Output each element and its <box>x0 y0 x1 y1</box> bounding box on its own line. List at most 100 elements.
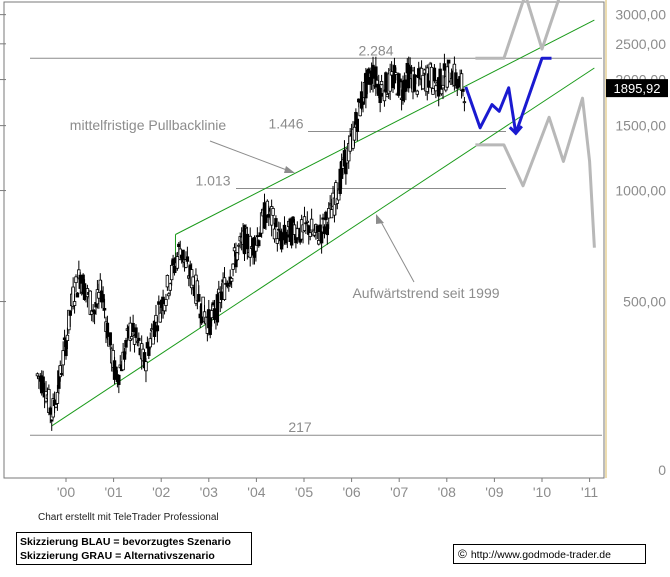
candle-body <box>275 238 280 244</box>
price-candles <box>35 53 467 431</box>
candle-body <box>101 294 105 303</box>
y-tick-label: 3000,00 <box>615 7 666 23</box>
y-tick-label: 2500,00 <box>615 36 666 52</box>
candle-body <box>92 310 97 315</box>
candle-body <box>185 256 190 262</box>
candle-body <box>357 98 361 103</box>
candle-body <box>245 233 250 250</box>
level-label: 2.284 <box>358 42 393 58</box>
candle-body <box>359 91 364 109</box>
candle-body <box>191 276 195 286</box>
candle-body <box>447 59 451 64</box>
candle-body <box>61 350 65 366</box>
scenario-blue <box>464 56 552 135</box>
candle-body <box>55 391 60 404</box>
candle-body <box>289 222 294 246</box>
candle-body <box>379 80 384 85</box>
candle-body <box>408 66 412 75</box>
plot-frame <box>3 0 607 479</box>
candle-body <box>48 407 52 415</box>
candle-body <box>68 310 72 316</box>
candle-body <box>272 228 277 240</box>
level-label: 217 <box>288 419 312 435</box>
candle-body <box>222 277 227 300</box>
annotation-pointer-head <box>284 166 295 173</box>
candle-body <box>97 291 101 299</box>
candle-body <box>65 334 70 341</box>
candle-body <box>327 208 331 219</box>
candle-body <box>102 307 107 311</box>
candle-body <box>131 322 135 333</box>
level-lines: 2.284 1.446 1.013 217 <box>0 14 602 436</box>
candle-body <box>417 68 421 79</box>
candle-body <box>429 66 434 89</box>
x-tick-label: '04 <box>247 484 265 500</box>
annotation-pointer <box>379 219 415 283</box>
y-tick-label: 0 <box>658 462 666 478</box>
candle-body <box>352 126 357 141</box>
candle-body <box>439 88 444 95</box>
x-tick-label: '10 <box>533 484 551 500</box>
candle-body <box>398 78 402 83</box>
current-price-label: 1895,92 <box>614 81 661 96</box>
annotations: mittelfristige Pullbacklinie Aufwärtstren… <box>70 117 500 301</box>
chart-credit: Chart erstellt mit TeleTrader Profession… <box>38 512 219 523</box>
candle-body <box>389 71 394 76</box>
source-url-box[interactable]: © http://www.godmode-trader.de <box>453 544 646 564</box>
candle-body <box>375 79 380 85</box>
annotation-pointer <box>209 140 293 173</box>
candle-body <box>74 276 78 284</box>
candle-body <box>172 265 177 274</box>
candle-body <box>242 225 247 255</box>
candle-body <box>158 312 162 323</box>
candle-body <box>422 69 427 74</box>
candle-body <box>461 88 465 92</box>
candle-body <box>227 285 231 288</box>
legend-grey-scenario: Skizzierung GRAU = Alternativszenario <box>20 550 215 562</box>
candle-body <box>122 351 127 360</box>
candle-body <box>462 101 467 104</box>
x-tick-label: '02 <box>152 484 170 500</box>
candle-body <box>64 339 68 357</box>
annotation-uptrend: Aufwärtstrend seit 1999 <box>352 285 499 301</box>
candle-body <box>322 226 327 234</box>
candle-body <box>165 275 170 288</box>
candle-body <box>445 66 449 88</box>
candle-body <box>137 337 141 341</box>
candle-body <box>117 374 121 385</box>
candle-body <box>421 74 425 90</box>
candle-body <box>279 237 284 250</box>
scenario-legend: Skizzierung BLAU = bevorzugtes Szenario … <box>16 532 252 565</box>
candle-body <box>168 283 172 291</box>
candle-body <box>325 224 330 236</box>
candle-body <box>431 88 435 95</box>
candle-body <box>148 338 152 348</box>
candle-body <box>459 73 464 91</box>
candle-body <box>315 225 320 233</box>
candle-body <box>404 79 408 92</box>
candle-body <box>318 224 322 233</box>
candle-body <box>291 216 295 223</box>
candle-body <box>277 228 281 231</box>
candle-body <box>319 231 324 244</box>
candle-body <box>317 240 321 245</box>
source-url[interactable]: http://www.godmode-trader.de <box>470 549 611 561</box>
candle-body <box>378 87 382 103</box>
candle-body <box>175 256 180 269</box>
candle-body <box>169 264 174 281</box>
candle-body <box>167 293 171 297</box>
candle-body <box>75 292 80 298</box>
x-tick-label: '06 <box>342 484 360 500</box>
candle-body <box>328 203 332 206</box>
candle-body <box>171 258 175 266</box>
candle-body <box>108 332 112 346</box>
candle-body <box>164 298 168 306</box>
candle-body <box>229 278 234 282</box>
x-tick-label: '00 <box>57 484 75 500</box>
y-tick-label: 500,00 <box>623 294 666 310</box>
candle-body <box>105 322 110 339</box>
x-tick-label: '11 <box>581 484 598 500</box>
candle-body <box>155 325 160 332</box>
candle-body <box>321 217 325 220</box>
